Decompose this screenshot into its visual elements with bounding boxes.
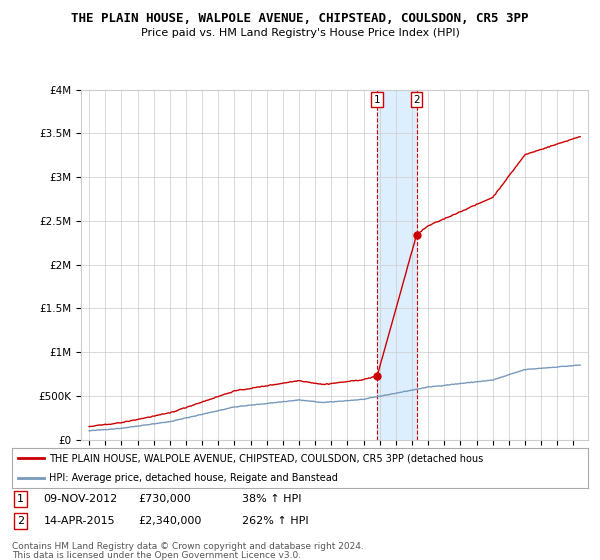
Text: THE PLAIN HOUSE, WALPOLE AVENUE, CHIPSTEAD, COULSDON, CR5 3PP: THE PLAIN HOUSE, WALPOLE AVENUE, CHIPSTE…	[71, 12, 529, 25]
Text: Contains HM Land Registry data © Crown copyright and database right 2024.: Contains HM Land Registry data © Crown c…	[12, 542, 364, 550]
Text: 262% ↑ HPI: 262% ↑ HPI	[242, 516, 309, 526]
Text: 09-NOV-2012: 09-NOV-2012	[44, 494, 118, 504]
Bar	[377, 90, 416, 440]
Text: 1: 1	[17, 494, 24, 504]
Text: 14-APR-2015: 14-APR-2015	[44, 516, 115, 526]
Text: 38% ↑ HPI: 38% ↑ HPI	[242, 494, 302, 504]
Text: 2: 2	[17, 516, 24, 526]
Text: £730,000: £730,000	[139, 494, 191, 504]
Text: £2,340,000: £2,340,000	[139, 516, 202, 526]
Text: 1: 1	[374, 95, 380, 105]
Text: This data is licensed under the Open Government Licence v3.0.: This data is licensed under the Open Gov…	[12, 551, 301, 560]
Text: HPI: Average price, detached house, Reigate and Banstead: HPI: Average price, detached house, Reig…	[49, 473, 338, 483]
Text: 2: 2	[413, 95, 420, 105]
Text: THE PLAIN HOUSE, WALPOLE AVENUE, CHIPSTEAD, COULSDON, CR5 3PP (detached hous: THE PLAIN HOUSE, WALPOLE AVENUE, CHIPSTE…	[49, 453, 484, 463]
Text: Price paid vs. HM Land Registry's House Price Index (HPI): Price paid vs. HM Land Registry's House …	[140, 28, 460, 38]
